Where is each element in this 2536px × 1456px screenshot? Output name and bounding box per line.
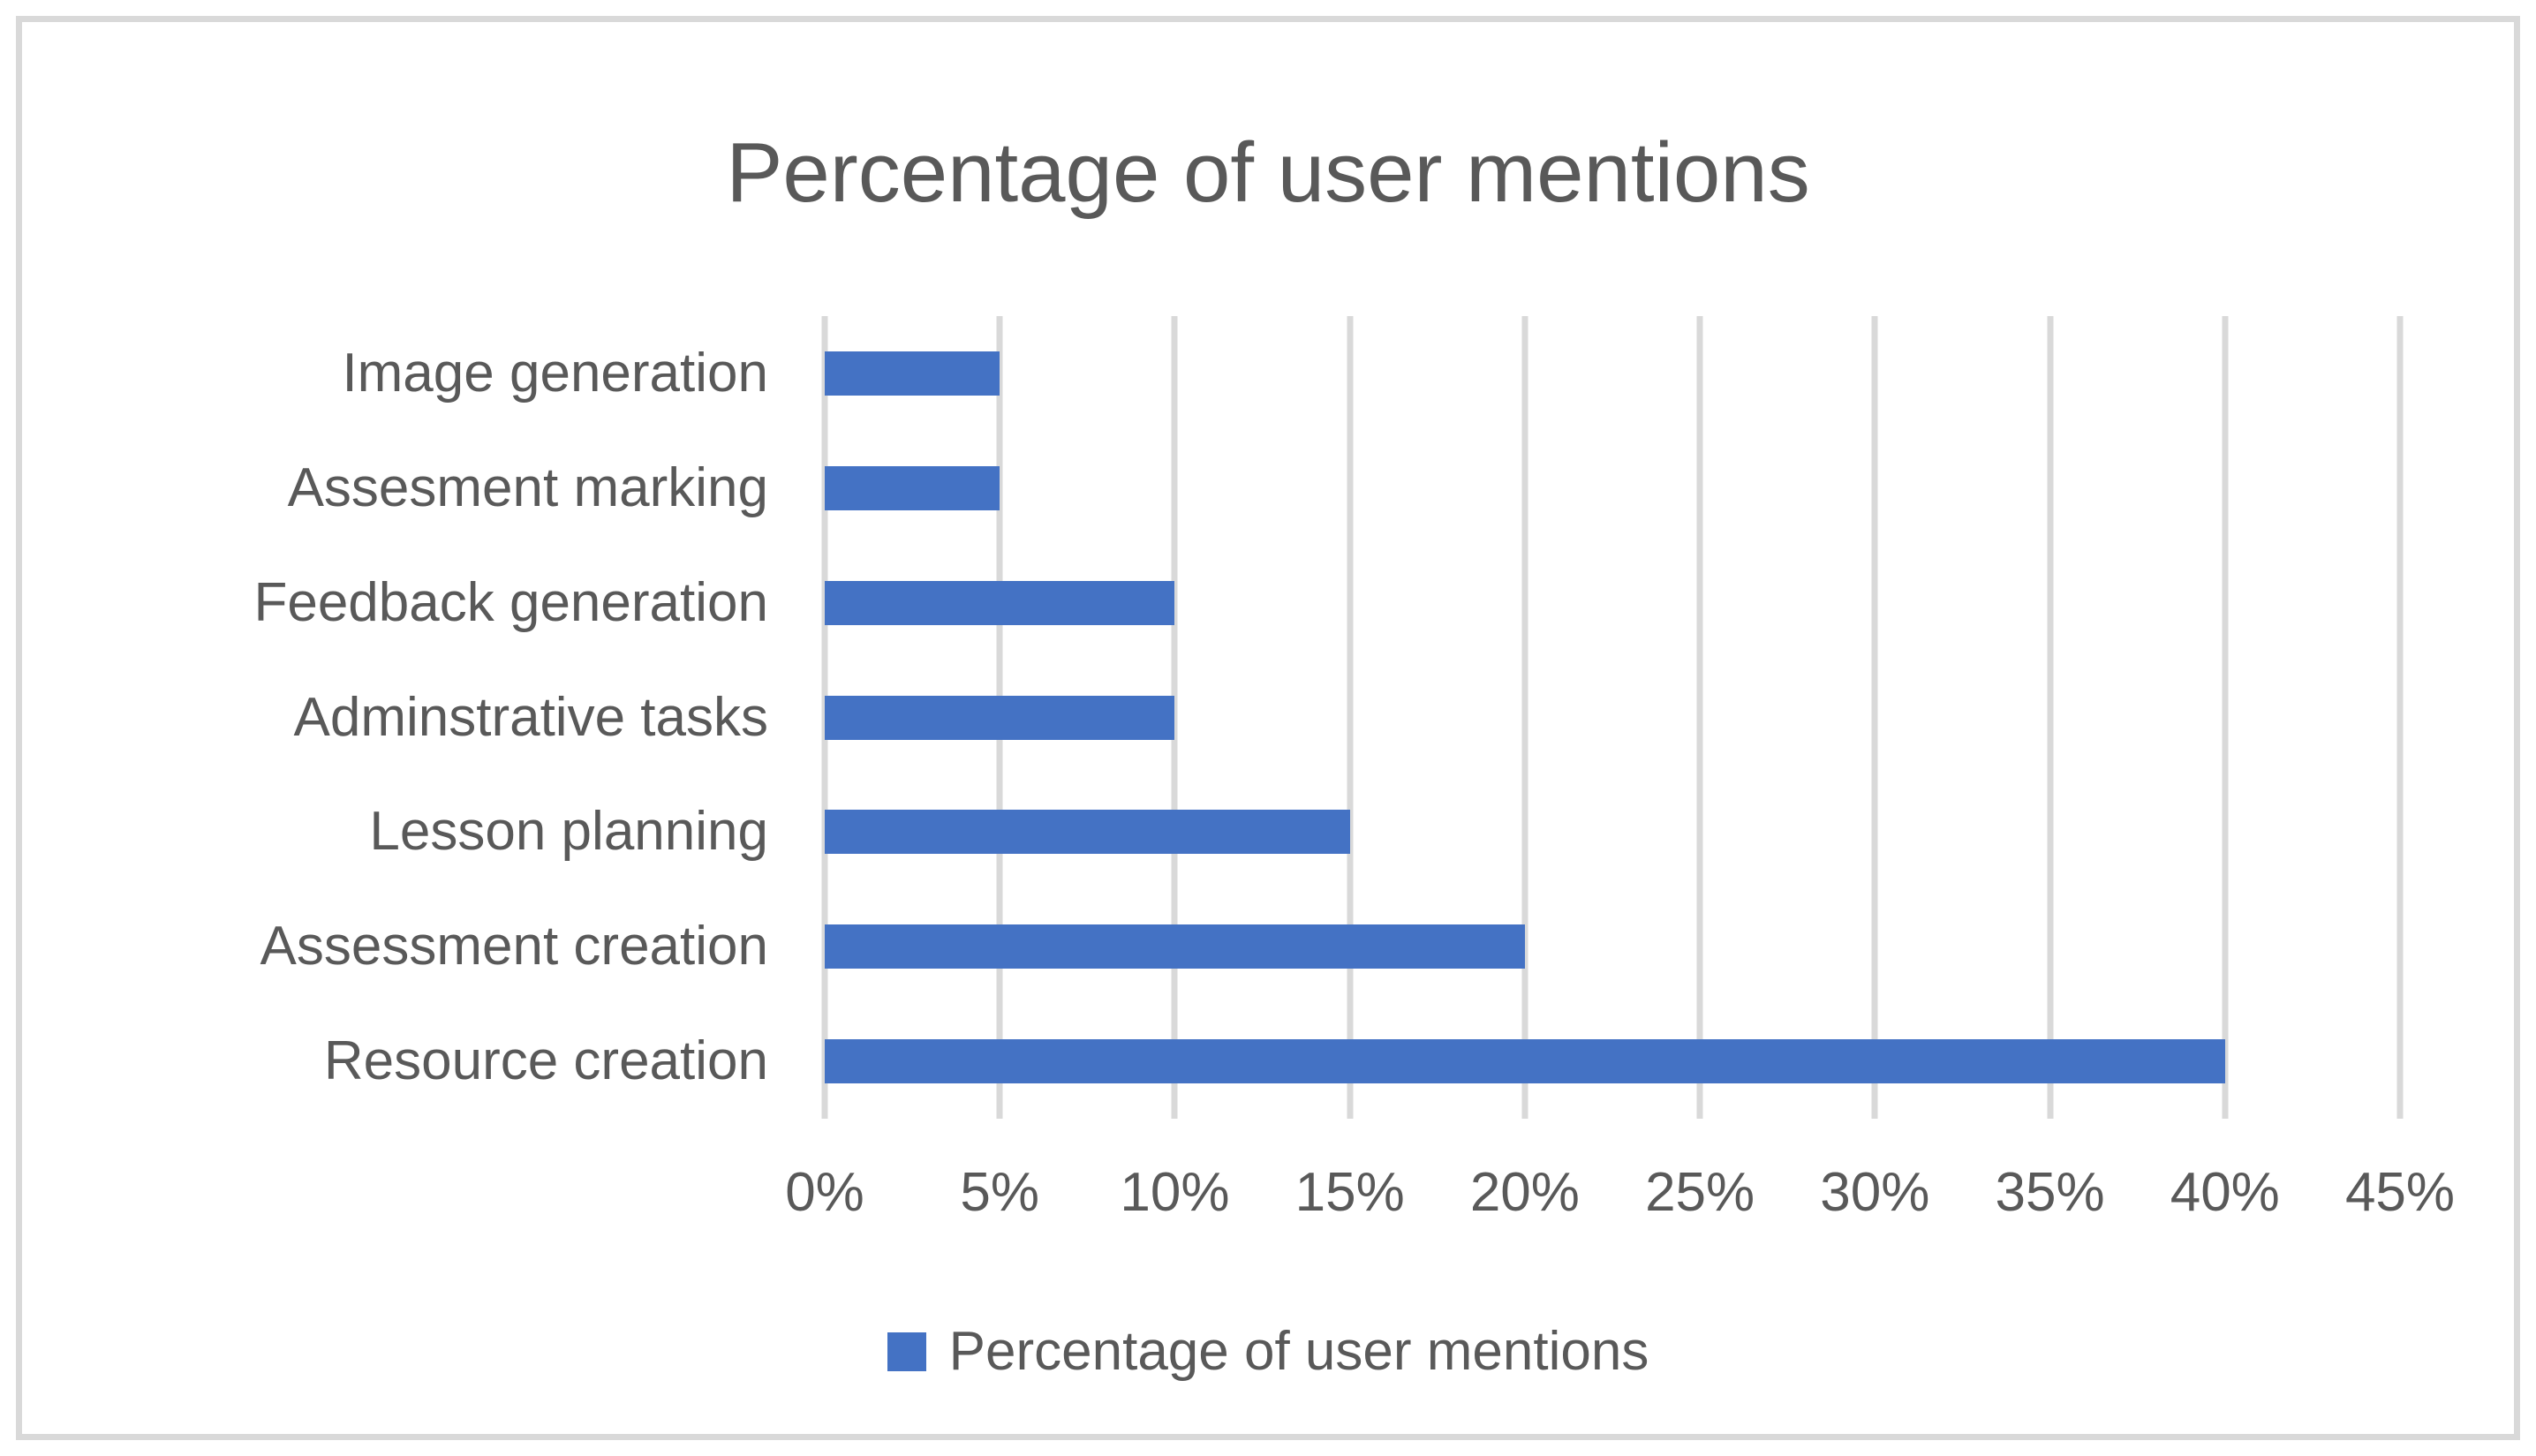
x-tick-label: 30% [1820,1162,1930,1223]
chart-title: Percentage of user mentions [726,125,1810,220]
gridline [2396,316,2404,1119]
x-tick-label: 45% [2344,1162,2456,1223]
category-label: Feedback generation [253,571,768,633]
gridline [1696,316,1703,1119]
gridline [2222,316,2229,1119]
x-tick-label: 40% [2170,1162,2280,1223]
legend-swatch-icon [887,1332,926,1372]
gridline [1347,316,1354,1119]
bar [825,695,1175,740]
x-tick-label: 25% [1645,1162,1755,1223]
bar [825,924,1525,969]
x-tick-label: 20% [1469,1162,1580,1223]
x-axis: 0% 5% 10% 15% 20% 25% 30% 35% 40% 45% [785,1162,2455,1233]
bar [825,351,1000,396]
category-label: Image generation [342,342,768,404]
bar [825,580,1175,625]
gridline [1871,316,1878,1119]
x-tick-label: 0% [785,1162,864,1223]
legend-label: Percentage of user mentions [948,1321,1649,1382]
gridline [1521,316,1528,1119]
category-label: Lesson planning [369,801,768,863]
x-tick-label: 10% [1120,1162,1230,1223]
gridline [1171,316,1178,1119]
x-tick-label: 35% [1995,1162,2105,1223]
x-tick-label: 5% [960,1162,1040,1223]
category-label: Assessment creation [260,916,768,977]
category-label: Assesment marking [287,456,768,518]
bar [825,1039,2225,1084]
category-label: Adminstrative tasks [293,686,768,748]
gridline [2047,316,2054,1119]
chart-frame: Percentage of user mentions Image genera… [16,16,2520,1440]
plot-area: Image generation Assesment marking Feedbac… [253,316,2404,1119]
x-tick-label: 15% [1294,1162,1405,1223]
legend: Percentage of user mentions [22,1321,2514,1382]
category-label: Resource creation [323,1030,768,1092]
bar [825,810,1350,855]
bar [825,465,1000,510]
